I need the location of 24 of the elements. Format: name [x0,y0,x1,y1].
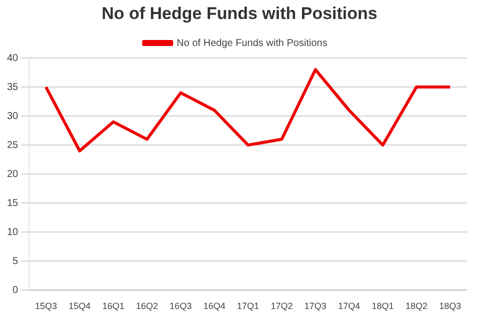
y-tick-label: 15 [7,198,19,209]
x-tick-label: 18Q1 [372,301,394,312]
x-tick-label: 16Q3 [170,301,192,312]
legend-label: No of Hedge Funds with Positions [176,38,328,49]
x-tick-label: 15Q3 [34,301,57,312]
y-tick-label: 10 [7,226,19,238]
y-tick-label: 5 [12,256,19,267]
chart-title: No of Hedge Funds with Positions [100,4,378,24]
x-tick-label: 17Q4 [338,301,360,312]
x-tick-label: 16Q1 [102,301,124,312]
y-tick-label: 20 [7,168,19,180]
x-tick-label: 16Q4 [203,301,226,312]
y-tick-label: 30 [7,110,19,122]
x-tick-label: 15Q4 [68,301,91,312]
x-tick-label: 17Q2 [270,301,293,312]
y-tick-label: 35 [7,82,19,93]
x-tick-label: 17Q3 [304,301,326,312]
y-tick-label: 25 [7,140,19,151]
x-tick-label: 18Q2 [405,301,428,312]
x-tick-label: 17Q1 [237,301,260,312]
x-tick-label: 18Q3 [439,301,462,312]
x-tick-label: 16Q2 [136,301,158,312]
y-tick-label: 40 [7,52,19,64]
y-tick-label: 0 [12,284,19,296]
